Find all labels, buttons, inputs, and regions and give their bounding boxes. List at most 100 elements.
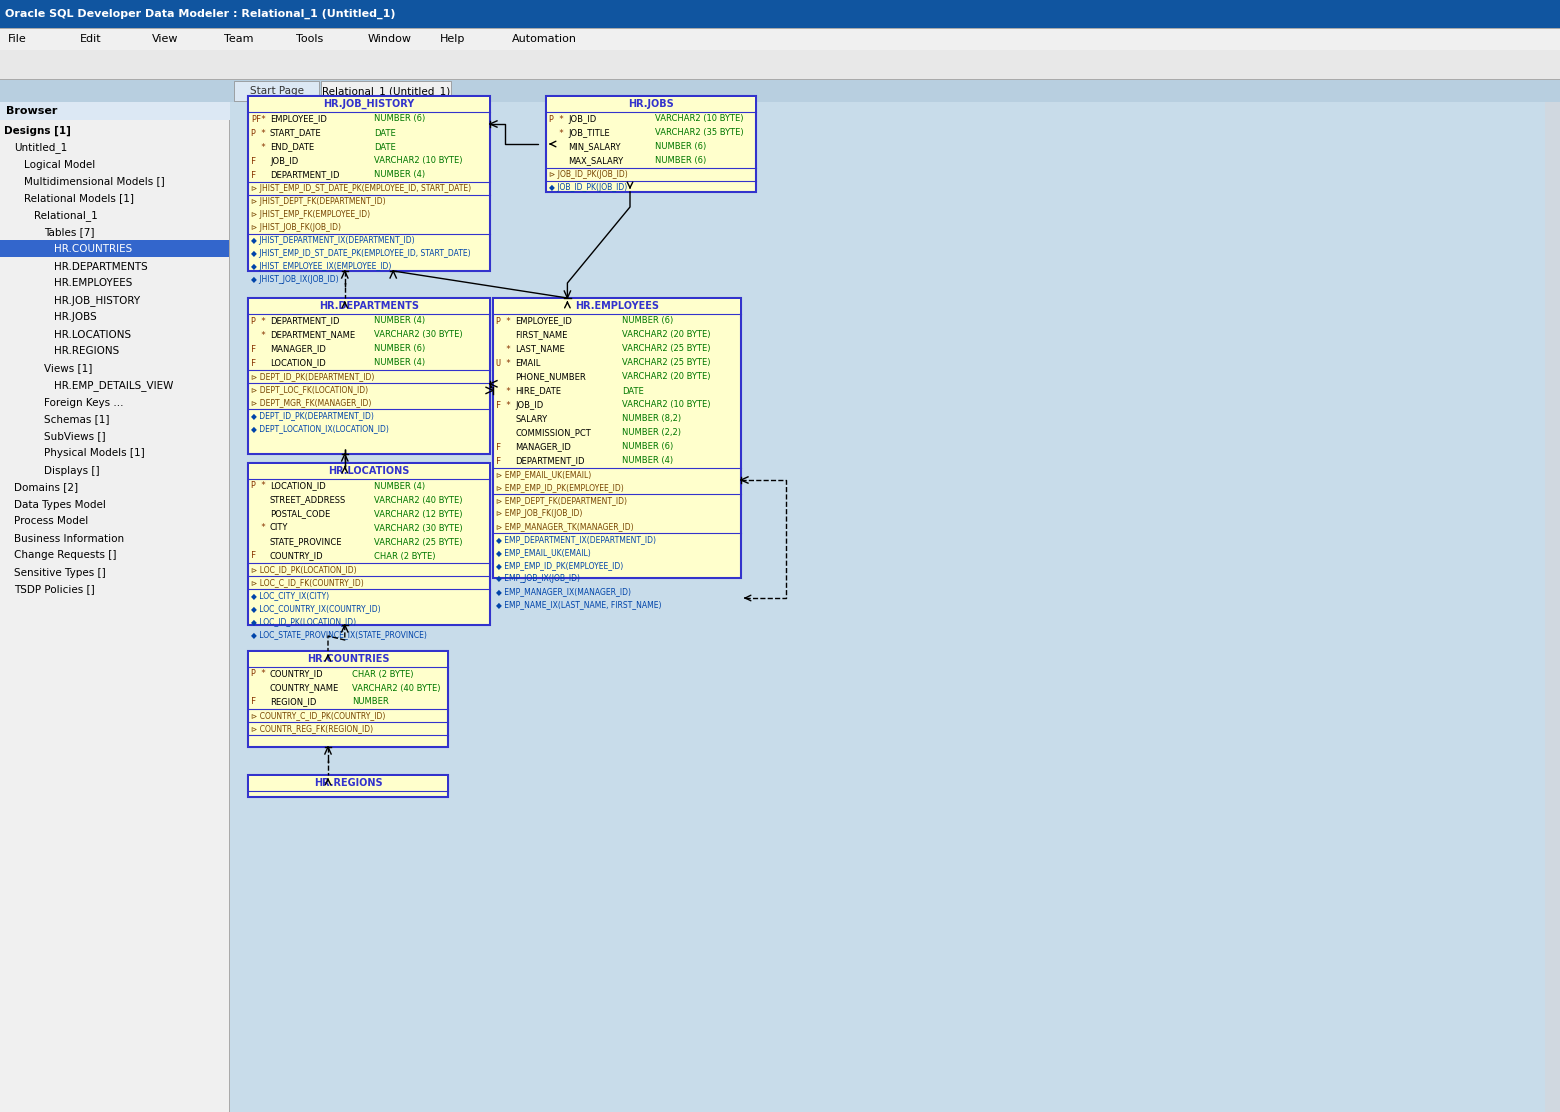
Text: DATE: DATE xyxy=(374,142,396,151)
Text: Help: Help xyxy=(440,34,465,44)
Text: Team: Team xyxy=(225,34,253,44)
Text: Untitled_1: Untitled_1 xyxy=(14,142,67,153)
Text: DEPARTMENT_NAME: DEPARTMENT_NAME xyxy=(270,330,356,339)
Text: ◆ EMP_NAME_IX(LAST_NAME, FIRST_NAME): ◆ EMP_NAME_IX(LAST_NAME, FIRST_NAME) xyxy=(496,600,661,609)
Text: Edit: Edit xyxy=(80,34,101,44)
Text: EMAIL: EMAIL xyxy=(515,358,540,367)
Text: NUMBER (4): NUMBER (4) xyxy=(374,317,424,326)
Text: NUMBER (4): NUMBER (4) xyxy=(374,170,424,179)
Text: F: F xyxy=(251,697,256,706)
Text: VARCHAR2 (40 BYTE): VARCHAR2 (40 BYTE) xyxy=(353,684,440,693)
Text: HR.COUNTRIES: HR.COUNTRIES xyxy=(55,245,133,255)
Text: POSTAL_CODE: POSTAL_CODE xyxy=(270,509,331,518)
Bar xyxy=(0,102,229,120)
Text: ⊳ EMP_MANAGER_TK(MANAGER_ID): ⊳ EMP_MANAGER_TK(MANAGER_ID) xyxy=(496,522,633,532)
Text: ⊳ DEPT_ID_PK(DEPARTMENT_ID): ⊳ DEPT_ID_PK(DEPARTMENT_ID) xyxy=(251,373,374,381)
Text: HR.JOBS: HR.JOBS xyxy=(629,99,674,109)
Text: *: * xyxy=(251,524,267,533)
Text: ⊳ COUNTRY_C_ID_PK(COUNTRY_ID): ⊳ COUNTRY_C_ID_PK(COUNTRY_ID) xyxy=(251,711,385,719)
Text: MANAGER_ID: MANAGER_ID xyxy=(270,345,326,354)
Text: VARCHAR2 (20 BYTE): VARCHAR2 (20 BYTE) xyxy=(622,373,710,381)
Text: FIRST_NAME: FIRST_NAME xyxy=(515,330,568,339)
Text: ◆ DEPT_LOCATION_IX(LOCATION_ID): ◆ DEPT_LOCATION_IX(LOCATION_ID) xyxy=(251,424,388,433)
Text: *: * xyxy=(251,142,267,151)
Text: EMPLOYEE_ID: EMPLOYEE_ID xyxy=(515,317,573,326)
Text: ◆ LOC_CITY_IX(CITY): ◆ LOC_CITY_IX(CITY) xyxy=(251,590,329,600)
Bar xyxy=(546,97,755,111)
Text: ◆ EMP_DEPARTMENT_IX(DEPARTMENT_ID): ◆ EMP_DEPARTMENT_IX(DEPARTMENT_ID) xyxy=(496,535,657,544)
Text: ◆ JHIST_EMPLOYEE_IX(EMPLOYEE_ID): ◆ JHIST_EMPLOYEE_IX(EMPLOYEE_ID) xyxy=(251,262,392,271)
Bar xyxy=(248,775,448,797)
Text: NUMBER (2,2): NUMBER (2,2) xyxy=(622,428,682,437)
Text: Tables [7]: Tables [7] xyxy=(44,228,95,238)
Text: P *: P * xyxy=(251,129,267,138)
Text: Designs [1]: Designs [1] xyxy=(5,126,70,136)
Text: NUMBER (6): NUMBER (6) xyxy=(655,157,707,166)
Text: SALARY: SALARY xyxy=(515,415,548,424)
Text: ◆ LOC_ID_PK(LOCATION_ID): ◆ LOC_ID_PK(LOCATION_ID) xyxy=(251,617,356,626)
Text: ◆ JOB_ID_PK(JOB_ID): ◆ JOB_ID_PK(JOB_ID) xyxy=(549,183,627,192)
Text: HR.JOBS: HR.JOBS xyxy=(55,312,97,322)
Text: VARCHAR2 (30 BYTE): VARCHAR2 (30 BYTE) xyxy=(374,524,462,533)
Text: F: F xyxy=(251,345,256,354)
Text: NUMBER (4): NUMBER (4) xyxy=(374,481,424,490)
Text: ⊳ JHIST_EMP_FK(EMPLOYEE_ID): ⊳ JHIST_EMP_FK(EMPLOYEE_ID) xyxy=(251,210,370,219)
Text: Data Types Model: Data Types Model xyxy=(14,499,106,509)
Text: Foreign Keys ...: Foreign Keys ... xyxy=(44,397,123,407)
Bar xyxy=(248,298,490,454)
Text: PF*: PF* xyxy=(251,115,267,123)
Text: JOB_TITLE: JOB_TITLE xyxy=(568,129,610,138)
Text: *: * xyxy=(251,330,267,339)
Text: Relational Models [1]: Relational Models [1] xyxy=(23,193,134,203)
Text: Physical Models [1]: Physical Models [1] xyxy=(44,448,145,458)
Text: PHONE_NUMBER: PHONE_NUMBER xyxy=(515,373,585,381)
Text: HR.REGIONS: HR.REGIONS xyxy=(55,347,119,357)
Bar xyxy=(248,299,490,314)
Text: NUMBER (8,2): NUMBER (8,2) xyxy=(622,415,682,424)
Bar xyxy=(0,80,1560,102)
Text: Start Page: Start Page xyxy=(250,86,304,96)
Text: VARCHAR2 (30 BYTE): VARCHAR2 (30 BYTE) xyxy=(374,330,462,339)
Text: Process Model: Process Model xyxy=(14,516,89,526)
Text: CHAR (2 BYTE): CHAR (2 BYTE) xyxy=(374,552,435,560)
Text: U *: U * xyxy=(496,358,512,367)
Text: Displays []: Displays [] xyxy=(44,466,100,476)
Text: ◆ EMP_EMP_ID_PK(EMPLOYEE_ID): ◆ EMP_EMP_ID_PK(EMPLOYEE_ID) xyxy=(496,560,624,570)
Text: ⊳ EMP_DEPT_FK(DEPARTMENT_ID): ⊳ EMP_DEPT_FK(DEPARTMENT_ID) xyxy=(496,496,627,505)
Bar xyxy=(229,102,1560,1112)
Text: F: F xyxy=(496,457,501,466)
Text: COMMISSION_PCT: COMMISSION_PCT xyxy=(515,428,591,437)
Text: ⊳ JHIST_DEPT_FK(DEPARTMENT_ID): ⊳ JHIST_DEPT_FK(DEPARTMENT_ID) xyxy=(251,197,385,206)
Text: MAX_SALARY: MAX_SALARY xyxy=(568,157,622,166)
Text: REGION_ID: REGION_ID xyxy=(270,697,317,706)
Text: F: F xyxy=(496,443,501,451)
Text: ◆ JHIST_EMP_ID_ST_DATE_PK(EMPLOYEE_ID, START_DATE): ◆ JHIST_EMP_ID_ST_DATE_PK(EMPLOYEE_ID, S… xyxy=(251,249,471,258)
Bar xyxy=(493,298,741,578)
Bar xyxy=(0,50,1560,80)
Text: COUNTRY_ID: COUNTRY_ID xyxy=(270,669,323,678)
Text: Schemas [1]: Schemas [1] xyxy=(44,415,109,425)
Bar xyxy=(546,96,757,192)
Text: DEPARTMENT_ID: DEPARTMENT_ID xyxy=(515,457,585,466)
Text: VARCHAR2 (10 BYTE): VARCHAR2 (10 BYTE) xyxy=(655,115,744,123)
Text: STREET_ADDRESS: STREET_ADDRESS xyxy=(270,496,346,505)
Text: NUMBER: NUMBER xyxy=(353,697,388,706)
Text: COUNTRY_NAME: COUNTRY_NAME xyxy=(270,684,339,693)
Text: COUNTRY_ID: COUNTRY_ID xyxy=(270,552,323,560)
Text: CHAR (2 BYTE): CHAR (2 BYTE) xyxy=(353,669,413,678)
Text: VARCHAR2 (20 BYTE): VARCHAR2 (20 BYTE) xyxy=(622,330,710,339)
Text: Logical Model: Logical Model xyxy=(23,159,95,169)
Text: EMPLOYEE_ID: EMPLOYEE_ID xyxy=(270,115,328,123)
Text: VARCHAR2 (40 BYTE): VARCHAR2 (40 BYTE) xyxy=(374,496,462,505)
Bar xyxy=(248,463,490,625)
Text: Business Information: Business Information xyxy=(14,534,125,544)
Text: HR.DEPARTMENTS: HR.DEPARTMENTS xyxy=(318,301,420,311)
Text: VARCHAR2 (10 BYTE): VARCHAR2 (10 BYTE) xyxy=(622,400,710,409)
Text: LAST_NAME: LAST_NAME xyxy=(515,345,565,354)
Text: ⊳ EMP_EMAIL_UK(EMAIL): ⊳ EMP_EMAIL_UK(EMAIL) xyxy=(496,470,591,479)
Text: ⊳ EMP_EMP_ID_PK(EMPLOYEE_ID): ⊳ EMP_EMP_ID_PK(EMPLOYEE_ID) xyxy=(496,483,624,492)
Text: ⊳ JHIST_EMP_ID_ST_DATE_PK(EMPLOYEE_ID, START_DATE): ⊳ JHIST_EMP_ID_ST_DATE_PK(EMPLOYEE_ID, S… xyxy=(251,183,471,193)
Text: START_DATE: START_DATE xyxy=(270,129,321,138)
Text: NUMBER (6): NUMBER (6) xyxy=(374,345,424,354)
Text: LOCATION_ID: LOCATION_ID xyxy=(270,358,326,367)
